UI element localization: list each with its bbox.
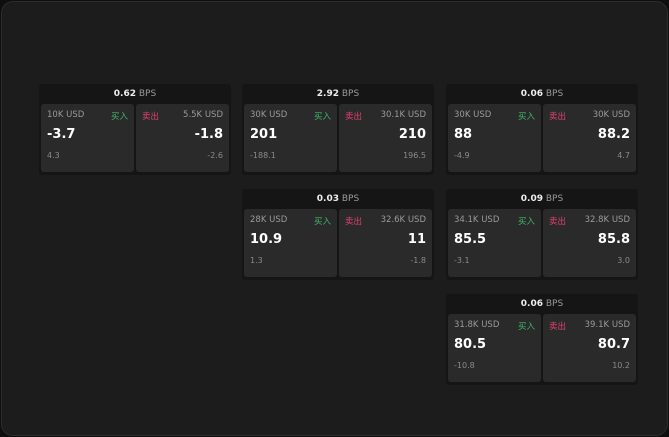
- buy-price: 80.5: [454, 337, 487, 352]
- sell-label: 卖出: [549, 217, 567, 227]
- buy-price: 201: [250, 127, 278, 142]
- buy-panel[interactable]: 30K USD 买入 201 -188.1: [244, 104, 337, 172]
- buy-label: 买入: [110, 112, 128, 122]
- buy-panel[interactable]: 10K USD 买入 -3.7 4.3: [41, 104, 134, 172]
- sell-label: 卖出: [345, 217, 363, 227]
- sell-price: 85.8: [597, 232, 630, 247]
- price-widget: 0.03 BPS 28K USD 买入 10.9 1.3 卖出 32.6K USD …: [242, 189, 434, 280]
- buy-price: -3.7: [47, 127, 76, 142]
- buy-size: 30K USD: [454, 110, 492, 120]
- buy-change: -3.1: [454, 256, 470, 265]
- sell-panel[interactable]: 卖出 39.1K USD 80.7 10.2: [543, 314, 636, 382]
- sell-change: 4.7: [617, 151, 630, 160]
- spread-header: 0.09 BPS: [446, 189, 638, 209]
- sell-change: 196.5: [403, 151, 426, 160]
- buy-size: 31.8K USD: [454, 320, 500, 330]
- buy-label: 买入: [517, 322, 535, 332]
- buy-label: 买入: [517, 217, 535, 227]
- buy-label: 买入: [517, 112, 535, 122]
- sell-size: 39.1K USD: [584, 320, 630, 330]
- buy-panel[interactable]: 31.8K USD 买入 80.5 -10.8: [448, 314, 541, 382]
- sell-price: 11: [407, 232, 426, 247]
- sell-label: 卖出: [142, 112, 160, 122]
- sell-size: 30K USD: [592, 110, 630, 120]
- sell-change: -2.6: [207, 151, 223, 160]
- spread-value: 0.03: [316, 194, 339, 204]
- buy-change: 4.3: [47, 151, 60, 160]
- buy-change: -188.1: [250, 151, 276, 160]
- buy-panel[interactable]: 28K USD 买入 10.9 1.3: [244, 209, 337, 277]
- buy-price: 10.9: [250, 232, 283, 247]
- price-widget: 2.92 BPS 30K USD 买入 201 -188.1 卖出 30.1K US…: [242, 84, 434, 175]
- sell-panel[interactable]: 卖出 30K USD 88.2 4.7: [543, 104, 636, 172]
- price-widget: 0.06 BPS 31.8K USD 买入 80.5 -10.8 卖出 39.1K …: [446, 294, 638, 385]
- spread-value: 0.06: [520, 89, 543, 99]
- buy-change: -10.8: [454, 361, 475, 370]
- sell-change: 3.0: [617, 256, 630, 265]
- buy-label: 买入: [313, 112, 331, 122]
- buy-panel[interactable]: 34.1K USD 买入 85.5 -3.1: [448, 209, 541, 277]
- buy-change: -4.9: [454, 151, 470, 160]
- buy-size: 34.1K USD: [454, 215, 500, 225]
- sell-price: -1.8: [194, 127, 223, 142]
- spread-unit: BPS: [341, 194, 360, 204]
- sell-change: 10.2: [612, 361, 630, 370]
- sell-panel[interactable]: 卖出 32.8K USD 85.8 3.0: [543, 209, 636, 277]
- spread-header: 0.62 BPS: [39, 84, 231, 104]
- spread-value: 0.09: [520, 194, 543, 204]
- spread-unit: BPS: [545, 89, 564, 99]
- sell-panel[interactable]: 卖出 32.6K USD 11 -1.8: [339, 209, 432, 277]
- spread-value: 0.06: [520, 299, 543, 309]
- sell-size: 5.5K USD: [183, 110, 223, 120]
- sell-label: 卖出: [549, 112, 567, 122]
- spread-unit: BPS: [341, 89, 360, 99]
- sell-label: 卖出: [549, 322, 567, 332]
- spread-header: 0.06 BPS: [446, 294, 638, 314]
- buy-size: 10K USD: [47, 110, 85, 120]
- price-widget: 0.62 BPS 10K USD 买入 -3.7 4.3 卖出 5.5K USD -…: [39, 84, 231, 175]
- buy-price: 88: [454, 127, 473, 142]
- buy-size: 28K USD: [250, 215, 288, 225]
- sell-size: 32.6K USD: [380, 215, 426, 225]
- sell-size: 32.8K USD: [584, 215, 630, 225]
- spread-unit: BPS: [545, 194, 564, 204]
- buy-size: 30K USD: [250, 110, 288, 120]
- sell-change: -1.8: [410, 256, 426, 265]
- price-widget: 0.09 BPS 34.1K USD 买入 85.5 -3.1 卖出 32.8K U…: [446, 189, 638, 280]
- sell-price: 88.2: [597, 127, 630, 142]
- price-widget: 0.06 BPS 30K USD 买入 88 -4.9 卖出 30K USD 88.…: [446, 84, 638, 175]
- buy-change: 1.3: [250, 256, 263, 265]
- sell-price: 210: [398, 127, 426, 142]
- spread-unit: BPS: [545, 299, 564, 309]
- spread-header: 0.03 BPS: [242, 189, 434, 209]
- sell-size: 30.1K USD: [380, 110, 426, 120]
- spread-header: 2.92 BPS: [242, 84, 434, 104]
- sell-panel[interactable]: 卖出 30.1K USD 210 196.5: [339, 104, 432, 172]
- spread-unit: BPS: [138, 89, 157, 99]
- sell-label: 卖出: [345, 112, 363, 122]
- sell-panel[interactable]: 卖出 5.5K USD -1.8 -2.6: [136, 104, 229, 172]
- spread-header: 0.06 BPS: [446, 84, 638, 104]
- buy-price: 85.5: [454, 232, 487, 247]
- spread-value: 2.92: [316, 89, 339, 99]
- spread-value: 0.62: [113, 89, 136, 99]
- buy-label: 买入: [313, 217, 331, 227]
- buy-panel[interactable]: 30K USD 买入 88 -4.9: [448, 104, 541, 172]
- sell-price: 80.7: [597, 337, 630, 352]
